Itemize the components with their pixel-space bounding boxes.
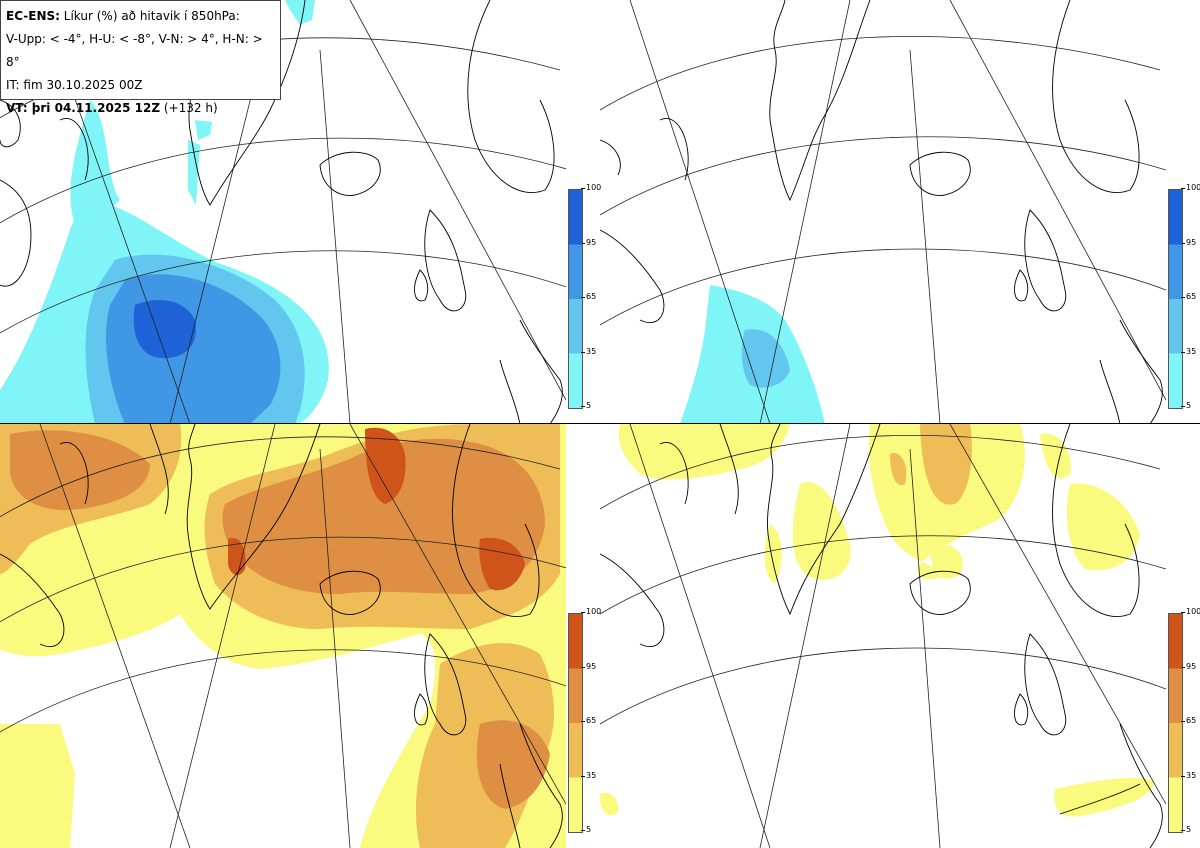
colorbar-tick-blue-left-5: 5 xyxy=(580,401,592,410)
panel-cold-anomaly-4: EC-ENS: Líkur (%) að hitavik í 850hPa: V… xyxy=(0,0,566,424)
map-warm-4 xyxy=(0,424,566,848)
colorbar-orange-right xyxy=(1168,613,1183,833)
valid-time: VT: þri 04.11.2025 12Z xyxy=(6,101,161,115)
colorbar-tick-orange-right-5: 5 xyxy=(1180,825,1192,834)
colorbar-orange-left xyxy=(568,613,583,833)
panel-divider xyxy=(0,423,1200,424)
map-warm-8 xyxy=(600,424,1166,848)
colorbar-tick-blue-left-65: 65 xyxy=(580,292,597,301)
panel-warm-anomaly-4 xyxy=(0,424,566,848)
colorbar-tick-orange-left-5: 5 xyxy=(580,825,592,834)
colorbar-tick-blue-left-35: 35 xyxy=(580,346,597,356)
forecast-info-box: EC-ENS: Líkur (%) að hitavik í 850hPa: V… xyxy=(0,0,281,115)
lead-time: (+132 h) xyxy=(163,101,218,115)
colorbar-tick-blue-right-35: 35 xyxy=(1180,346,1197,356)
colorbar-tick-blue-right-65: 65 xyxy=(1180,292,1197,301)
colorbar-tick-orange-left-35: 35 xyxy=(580,770,597,780)
colorbar-tick-blue-right-5: 5 xyxy=(1180,401,1192,410)
colorbar-blue-left xyxy=(568,189,583,409)
panel-warm-anomaly-8 xyxy=(600,424,1166,848)
panel-cold-anomaly-8 xyxy=(600,0,1166,424)
colorbar-tick-orange-left-95: 95 xyxy=(580,661,597,671)
initial-time: IT: fim 30.10.2025 00Z xyxy=(6,78,143,92)
colorbar-tick-blue-left-100: 100 xyxy=(580,183,602,192)
colorbar-tick-orange-right-65: 65 xyxy=(1180,716,1197,725)
map-cold-8 xyxy=(600,0,1166,424)
threshold-legend: V-Upp: < -4°, H-U: < -8°, V-N: > 4°, H-N… xyxy=(6,32,263,69)
colorbar-tick-orange-right-95: 95 xyxy=(1180,661,1197,671)
colorbar-tick-blue-left-95: 95 xyxy=(580,237,597,247)
colorbar-tick-orange-left-65: 65 xyxy=(580,716,597,725)
colorbar-blue-right xyxy=(1168,189,1183,409)
colorbar-tick-blue-right-95: 95 xyxy=(1180,237,1197,247)
colorbar-tick-blue-right-100: 100 xyxy=(1180,183,1200,192)
colorbar-tick-orange-right-100: 100 xyxy=(1180,607,1200,616)
model-name: EC-ENS: xyxy=(6,9,60,23)
map-title: Líkur (%) að hitavik í 850hPa: xyxy=(63,9,240,23)
colorbar-tick-orange-right-35: 35 xyxy=(1180,770,1197,780)
colorbar-tick-orange-left-100: 100 xyxy=(580,607,602,616)
